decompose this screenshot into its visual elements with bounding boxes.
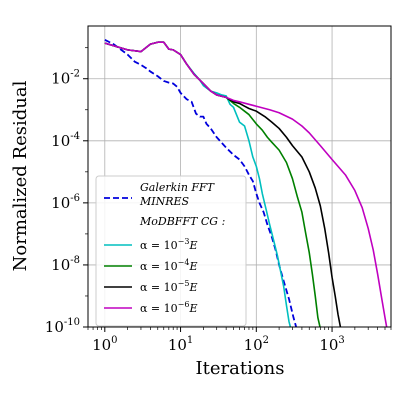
legend-label-0-line: Galerkin FFT [140, 181, 216, 194]
legend-box [95, 175, 247, 327]
x-tick-label: 103 [319, 335, 344, 354]
plot-frame [87, 25, 392, 328]
series-line-0 [104, 38, 298, 327]
x-tick-label: 102 [244, 335, 269, 354]
legend-label-0-line: MINRES [139, 195, 190, 208]
y-tick-label: 10-2 [51, 69, 80, 88]
y-axis-label: Normalized Residual [10, 80, 31, 271]
y-tick-label: 10-6 [51, 193, 80, 212]
ticks: 100 101 102 103 10-2 10-4 10-6 10-8 10-10 [45, 47, 392, 354]
x-tick-label: 100 [92, 335, 117, 354]
y-tick-label: 10-10 [45, 317, 80, 336]
legend-header: MoDBFFT CG : [139, 215, 225, 228]
y-tick-label: 10-8 [51, 255, 80, 274]
legend-label-3: α = 10−5E [140, 279, 197, 294]
legend-label-1: α = 10−3E [140, 237, 197, 252]
series-line-4 [104, 41, 388, 327]
x-axis-label: Iterations [196, 358, 285, 379]
x-tick-label: 101 [168, 335, 193, 354]
y-tick-label: 10-4 [51, 131, 80, 150]
series-layer [104, 38, 388, 327]
legend-label-2: α = 10−4E [140, 258, 197, 273]
legend-label-4: α = 10−6E [140, 300, 197, 315]
